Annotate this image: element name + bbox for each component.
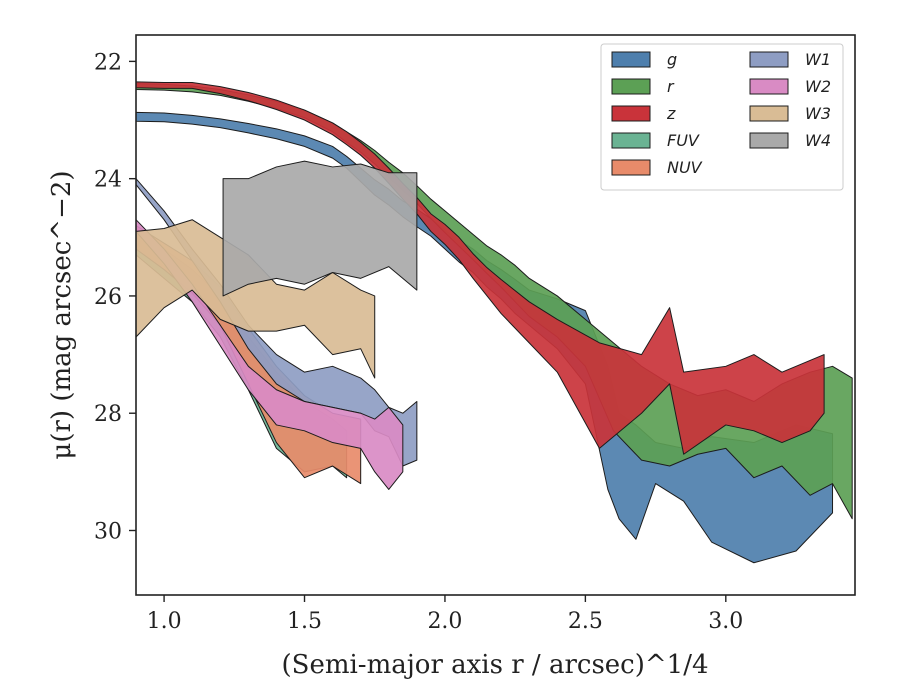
x-tick-label: 1.0 <box>147 609 182 634</box>
band-z <box>136 81 825 455</box>
plot-frame <box>135 34 856 596</box>
legend-swatch <box>611 159 651 176</box>
legend-label: NUV <box>667 158 703 177</box>
legend: grz FUV NUV W1 W2 W3 W4 <box>600 43 844 191</box>
legend-swatch <box>611 105 651 122</box>
band-w4 <box>222 160 418 297</box>
y-tick-label: 30 <box>94 519 122 544</box>
x-tick-label: 3.0 <box>708 609 743 634</box>
legend-label: W1 <box>805 50 831 69</box>
x-tick-label: 1.5 <box>287 609 322 634</box>
legend-item-w3: W3 <box>749 104 831 123</box>
legend-item-w1: W1 <box>749 50 831 69</box>
legend-item-w4: W4 <box>749 131 831 150</box>
legend-item-nuv: NUV <box>611 158 703 177</box>
ticks-layer: 1.0 1.5 2.0 2.5 3.0 22 24 26 28 30 <box>94 50 743 634</box>
y-tick-label: 28 <box>94 402 122 427</box>
legend-label: z <box>666 104 676 123</box>
y-tick-label: 26 <box>94 285 122 310</box>
legend-label: r <box>667 77 675 96</box>
y-tick-label: 22 <box>94 50 122 75</box>
legend-label: g <box>667 50 677 69</box>
legend-swatch <box>611 78 651 95</box>
legend-label: W3 <box>805 104 831 123</box>
legend-swatch <box>611 51 651 68</box>
legend-label: W2 <box>805 77 831 96</box>
band-w2 <box>136 219 404 490</box>
legend-swatch <box>611 132 651 149</box>
legend-item-w2: W2 <box>749 77 831 96</box>
legend-item-r: r <box>611 77 675 96</box>
legend-item-g: g <box>611 50 677 69</box>
y-tick-label: 24 <box>94 168 122 193</box>
legend-label: FUV <box>667 131 700 150</box>
legend-item-z: z <box>611 104 676 123</box>
x-tick-label: 2.5 <box>568 609 603 634</box>
legend-swatch <box>749 105 789 122</box>
bands-layer <box>136 81 853 564</box>
legend-swatch <box>749 51 789 68</box>
legend-label: W4 <box>805 131 831 150</box>
y-axis-label: μ(r) (mag arcsec^−2) <box>47 170 77 459</box>
legend-swatch <box>749 78 789 95</box>
legend-swatch <box>749 132 789 149</box>
legend-item-fuv: FUV <box>611 131 700 150</box>
x-axis-label: (Semi-major axis r / arcsec)^1/4 <box>281 650 708 680</box>
x-tick-label: 2.0 <box>427 609 462 634</box>
